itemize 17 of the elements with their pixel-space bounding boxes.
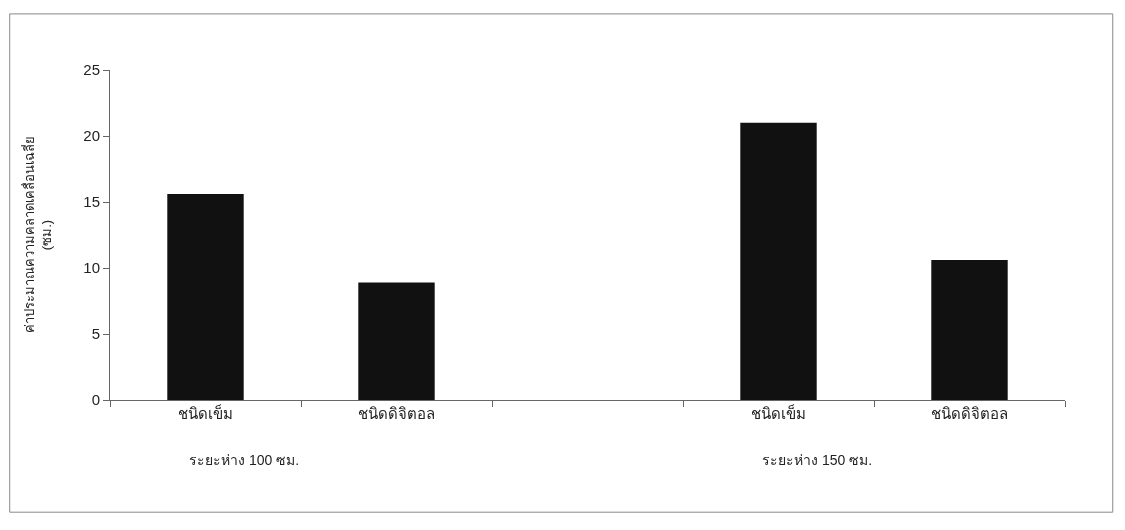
y-tick-label: 10 — [83, 259, 100, 277]
y-axis-title: ค่าประมาณความคลาดเคลื่อนเฉลี่ย (ซม.) — [21, 136, 55, 334]
x-tick-label: ชนิดดิจิตอล — [931, 405, 1008, 422]
bar — [931, 260, 1008, 400]
y-tick-label: 0 — [91, 391, 100, 409]
x-tick-label: ชนิดเข็ม — [178, 404, 233, 422]
y-tick-label: 20 — [83, 127, 100, 145]
y-tick-label: 15 — [83, 193, 100, 211]
x-tick-label: ชนิดเข็ม — [751, 404, 806, 422]
bar — [358, 282, 435, 400]
bar — [740, 122, 817, 400]
text: ระยะห่าง 150 ซม. — [762, 452, 873, 468]
text: ระยะห่าง 100 ซม. — [189, 452, 300, 468]
y-tick-label: 25 — [83, 61, 100, 79]
x-tick-label: ชนิดดิจิตอล — [358, 405, 435, 422]
y-tick-label: 5 — [91, 325, 100, 343]
bar — [167, 194, 244, 400]
